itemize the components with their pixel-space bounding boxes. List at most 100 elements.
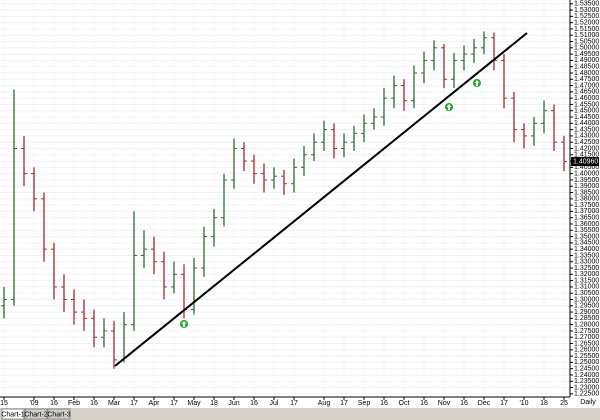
y-tick-label: 1.39000: [574, 183, 599, 190]
y-tick-label: 1.51000: [574, 32, 599, 39]
x-tick-label: Feb: [68, 400, 80, 407]
x-tick-label: '09: [29, 400, 38, 407]
y-tick-label: 1.39500: [574, 177, 599, 184]
buy-signal: [180, 320, 188, 328]
price-axis: [570, 0, 600, 408]
y-tick-label: 1.51500: [574, 26, 599, 33]
y-tick-label: 1.36500: [574, 215, 599, 222]
y-tick-label: 1.35500: [574, 227, 599, 234]
x-tick-label: Mar: [108, 400, 121, 407]
tab[interactable]: [24, 408, 48, 420]
x-tick-label: 16: [250, 400, 258, 407]
x-tick-label: 17: [170, 400, 178, 407]
y-tick-label: 1.23000: [574, 384, 599, 391]
y-tick-label: 1.45500: [574, 101, 599, 108]
x-tick-label: Sep: [358, 400, 371, 407]
y-tick-label: 1.30000: [574, 296, 599, 303]
x-tick-label: Jun: [228, 400, 239, 407]
y-tick-label: 1.40500: [574, 164, 599, 171]
x-tick-label: 15: [0, 400, 8, 407]
y-tick-label: 1.33500: [574, 252, 599, 259]
x-tick-label: May: [187, 400, 201, 407]
y-tick-label: 1.47500: [574, 76, 599, 83]
x-tick-label: Dec: [478, 400, 491, 407]
buy-signal: [445, 103, 453, 111]
y-tick-label: 1.46000: [574, 95, 599, 102]
y-tick-label: 1.22500: [574, 391, 599, 398]
x-tick-label: 17: [130, 400, 138, 407]
y-tick-label: 1.30500: [574, 290, 599, 297]
y-tick-label: 1.26500: [574, 340, 599, 347]
y-tick-label: 1.40000: [574, 170, 599, 177]
y-tick-label: 1.38000: [574, 196, 599, 203]
y-tick-label: 1.43500: [574, 126, 599, 133]
y-tick-label: 1.28500: [574, 315, 599, 322]
x-tick-label: Apr: [149, 400, 161, 407]
x-tick-label: 18: [540, 400, 548, 407]
x-tick-label: 17: [500, 400, 508, 407]
y-tick-label: 1.31500: [574, 277, 599, 284]
y-tick-label: 1.24000: [574, 372, 599, 379]
y-tick-label: 1.26000: [574, 347, 599, 354]
tab[interactable]: [47, 408, 71, 420]
tab-label[interactable]: Chart-1: [1, 411, 24, 418]
x-tick-label: Nov: [438, 400, 451, 407]
y-tick-label: 1.34000: [574, 246, 599, 253]
y-tick-label: 1.47000: [574, 82, 599, 89]
buy-signal: [473, 79, 481, 87]
tab-label[interactable]: Chart-3: [47, 411, 70, 418]
tab-bar: [0, 408, 600, 420]
y-tick-label: 1.43000: [574, 133, 599, 140]
tab-label[interactable]: Chart-2: [24, 411, 47, 418]
x-tick-label: 17: [340, 400, 348, 407]
y-tick-label: 1.34500: [574, 240, 599, 247]
x-tick-label: 16: [50, 400, 58, 407]
y-tick-label: 1.49000: [574, 57, 599, 64]
y-tick-label: 1.31000: [574, 284, 599, 291]
y-tick-label: 1.42000: [574, 145, 599, 152]
x-tick-label: 25: [560, 400, 568, 407]
x-tick-label: Jul: [270, 400, 279, 407]
tab[interactable]: [1, 408, 25, 420]
y-tick-label: 1.48500: [574, 64, 599, 71]
y-tick-label: 1.23500: [574, 378, 599, 385]
x-tick-label: 16: [90, 400, 98, 407]
y-tick-label: 1.29500: [574, 303, 599, 310]
y-tick-label: 1.50000: [574, 45, 599, 52]
x-tick-label: 16: [460, 400, 468, 407]
last-price-label: 1.40960: [573, 158, 598, 165]
y-tick-label: 1.27500: [574, 328, 599, 335]
y-tick-label: 1.44500: [574, 114, 599, 121]
y-tick-label: 1.53000: [574, 7, 599, 14]
price-bars: [1, 31, 567, 369]
y-tick-label: 1.41500: [574, 152, 599, 159]
x-tick-label: '10: [519, 400, 528, 407]
y-tick-label: 1.48000: [574, 70, 599, 77]
y-tick-label: 1.24500: [574, 366, 599, 373]
y-tick-label: 1.37000: [574, 208, 599, 215]
y-tick-label: 1.42500: [574, 139, 599, 146]
y-tick-label: 1.49500: [574, 51, 599, 58]
y-tick-label: 1.32000: [574, 271, 599, 278]
y-tick-label: 1.36000: [574, 221, 599, 228]
tabs: Chart-1 Chart-2 Chart-3: [1, 408, 71, 420]
x-tick-label: 18: [210, 400, 218, 407]
y-tick-label: 1.35000: [574, 233, 599, 240]
x-tick-label: 16: [380, 400, 388, 407]
last-price-box: [571, 157, 599, 167]
y-tick-label: 1.25000: [574, 359, 599, 366]
y-tick-label: 1.37500: [574, 202, 599, 209]
y-tick-label: 1.52500: [574, 13, 599, 20]
y-tick-label: 1.32500: [574, 265, 599, 272]
y-tick-label: 1.33000: [574, 259, 599, 266]
x-tick-label: Aug: [318, 400, 331, 407]
y-tick-label: 1.53500: [574, 1, 599, 8]
y-tick-label: 1.52000: [574, 19, 599, 26]
y-tick-label: 1.50500: [574, 38, 599, 45]
y-tick-label: 1.29000: [574, 309, 599, 316]
x-tick-label: Oct: [399, 400, 410, 407]
y-tick-label: 1.45000: [574, 108, 599, 115]
x-tick-label: 17: [290, 400, 298, 407]
